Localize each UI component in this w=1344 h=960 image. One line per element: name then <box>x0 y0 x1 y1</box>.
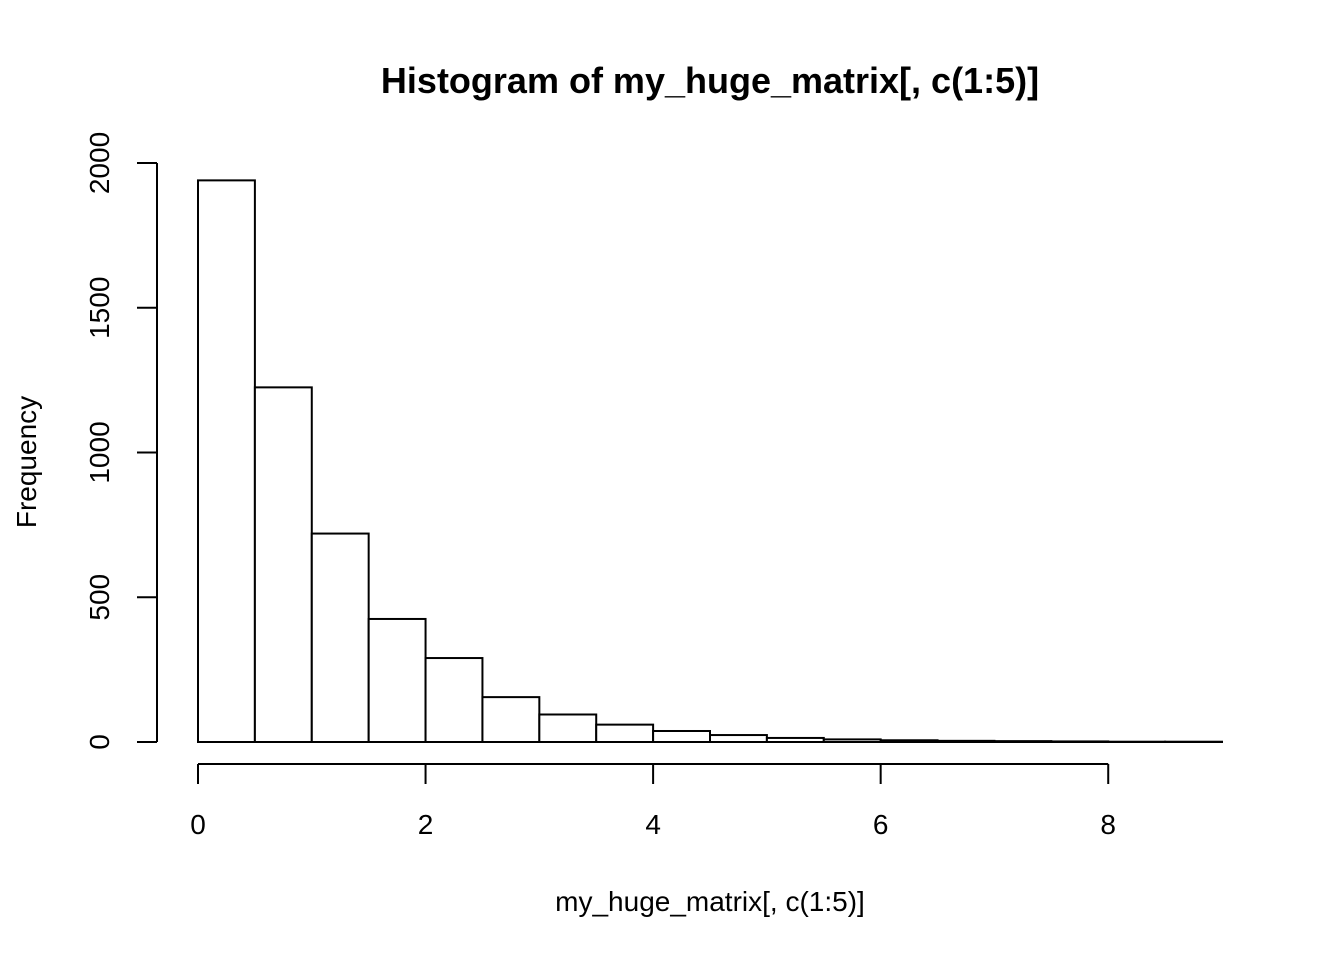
histogram-bar <box>765 736 825 744</box>
histogram-bar <box>481 696 541 744</box>
bars-group <box>197 179 1223 744</box>
y-tick-label: 2000 <box>84 132 115 194</box>
x-tick-label: 0 <box>190 809 206 840</box>
histogram-bar <box>936 739 996 743</box>
histogram-bar <box>822 738 882 743</box>
histogram-bar <box>879 739 939 744</box>
histogram-bar <box>709 734 768 744</box>
y-tick-label: 1000 <box>84 421 115 483</box>
histogram-bar <box>424 657 484 743</box>
histogram-bar <box>993 740 1053 743</box>
y-tick-label: 1500 <box>84 277 115 339</box>
y-tick-label: 500 <box>84 574 115 621</box>
histogram-bar <box>310 532 370 743</box>
x-tick-label: 2 <box>418 809 434 840</box>
x-axis: 0 2 4 6 8 <box>190 763 1116 840</box>
y-tick-label: 0 <box>84 734 115 750</box>
histogram-bar <box>1050 740 1110 744</box>
chart-title: Histogram of my_huge_matrix[, c(1:5)] <box>381 60 1039 101</box>
x-tick-label: 8 <box>1100 809 1116 840</box>
histogram-bar <box>367 617 427 744</box>
x-tick-label: 6 <box>873 809 889 840</box>
histogram-bar <box>595 723 655 744</box>
x-tick-label: 4 <box>645 809 661 840</box>
histogram-bar <box>253 386 313 743</box>
x-axis-label: my_huge_matrix[, c(1:5)] <box>555 886 865 917</box>
y-axis: 0 500 1000 1500 2000 <box>84 132 158 750</box>
histogram-bar <box>652 729 711 744</box>
histogram-bar <box>197 179 256 743</box>
histogram-bar <box>538 713 598 743</box>
y-axis-label: Frequency <box>11 396 42 528</box>
